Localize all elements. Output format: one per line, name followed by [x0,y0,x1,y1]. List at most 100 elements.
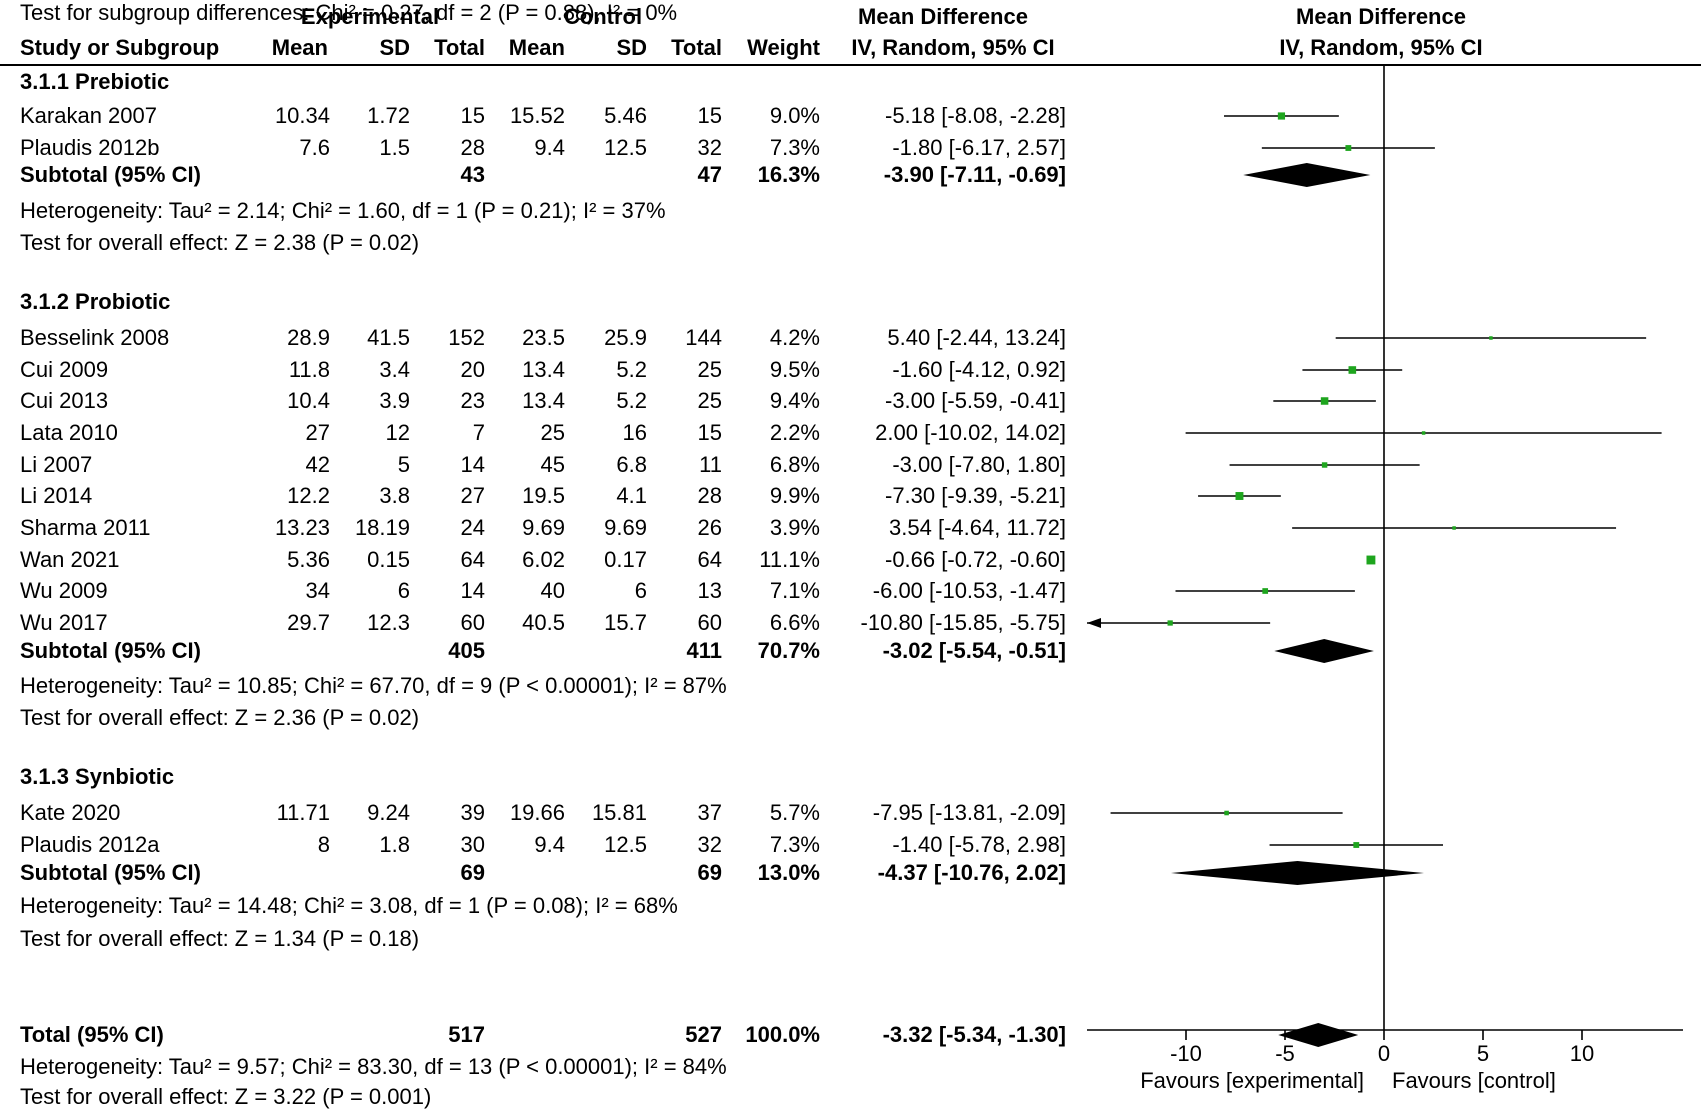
weight-column-header: Weight [747,35,820,60]
point-estimate-marker [1489,336,1493,340]
study-mean-e: 28.9 [287,325,330,350]
study-n-c: 26 [697,515,722,540]
study-sd-e: 1.72 [367,103,410,128]
study-n-c: 11 [699,452,722,477]
study-mean-e: 11.8 [288,357,330,382]
study-sd-c: 5.46 [604,103,647,128]
study-ci: -3.00 [-7.80, 1.80] [892,452,1066,477]
experimental-group-header: Experimental [300,4,440,29]
study-ci: 5.40 [-2.44, 13.24] [887,325,1066,350]
study-sd-c: 6.8 [616,452,647,477]
study-weight: 6.6% [769,610,820,635]
subtotal-n-c: 527 [685,1022,722,1047]
favours-experimental-label: Favours [experimental] [1140,1068,1364,1093]
x-tick-label: 5 [1477,1041,1489,1066]
point-estimate-marker [1320,397,1329,405]
stat-note: Test for overall effect: Z = 3.22 (P = 0… [20,1084,432,1109]
study-sd-c: 5.2 [616,388,647,413]
study-mean-e: 29.7 [287,610,330,635]
study-n-e: 30 [460,832,485,857]
study-weight: 2.2% [769,420,820,445]
study-n-e: 152 [448,325,485,350]
study-mean-c: 13.4 [522,357,565,382]
subtotal-weight: 13.0% [757,860,820,885]
study-sd-c: 15.7 [604,610,647,635]
stat-note: Heterogeneity: Tau² = 14.48; Chi² = 3.08… [20,893,678,918]
study-mean-e: 11.71 [276,800,330,825]
mean-c-column-header: Mean [508,35,565,60]
study-label: Li 2014 [20,483,93,508]
study-mean-e: 7.6 [299,135,330,160]
stat-note: Test for overall effect: Z = 2.38 (P = 0… [20,230,420,255]
study-sd-c: 12.5 [604,832,647,857]
study-sd-c: 25.9 [604,325,647,350]
study-label: Wan 2021 [20,547,120,572]
study-mean-c: 15.52 [509,103,565,128]
study-column-header: Study or Subgroup [20,35,220,60]
study-mean-c: 45 [540,452,565,477]
point-estimate-marker [1452,526,1456,530]
ci-arrow-left [1087,618,1101,628]
study-n-e: 39 [460,800,485,825]
study-n-c: 144 [685,325,722,350]
study-sd-c: 6 [634,578,647,603]
study-n-e: 20 [460,357,485,382]
study-sd-e: 18.19 [354,515,410,540]
study-sd-e: 1.8 [379,832,410,857]
study-weight: 3.9% [769,515,820,540]
study-weight: 7.3% [769,135,820,160]
stat-note: Test for subgroup differences: Chi² = 0.… [20,0,678,25]
study-n-e: 24 [460,515,485,540]
study-n-e: 14 [460,578,485,603]
study-n-c: 32 [697,135,722,160]
study-n-e: 15 [460,103,485,128]
study-label: Wu 2009 [20,578,108,603]
subtotal-ci: -3.32 [-5.34, -1.30] [882,1022,1066,1047]
subtotal-ci: -3.90 [-7.11, -0.69] [883,162,1066,187]
study-mean-c: 40.5 [522,610,565,635]
study-ci: -10.80 [-15.85, -5.75] [860,610,1066,635]
study-weight: 6.8% [769,452,820,477]
study-mean-e: 10.34 [274,103,330,128]
subtotal-label: Subtotal (95% CI) [20,638,201,663]
study-label: Besselink 2008 [20,325,170,350]
x-tick-label: 0 [1378,1041,1390,1066]
x-tick-label: 10 [1570,1041,1594,1066]
study-weight: 7.3% [769,832,820,857]
subtotal-label: Subtotal (95% CI) [20,860,201,885]
study-ci: -3.00 [-5.59, -0.41] [885,388,1066,413]
point-estimate-marker [1366,555,1376,565]
study-n-e: 14 [460,452,485,477]
study-n-c: 15 [697,420,722,445]
study-mean-c: 6.02 [522,547,565,572]
study-mean-e: 34 [305,578,330,603]
study-sd-e: 41.5 [367,325,410,350]
subtotal-label: Subtotal (95% CI) [20,162,201,187]
point-estimate-marker [1421,431,1426,435]
study-n-e: 64 [460,547,485,572]
point-estimate-marker [1277,112,1286,120]
point-estimate-marker [1262,588,1269,594]
point-estimate-marker [1235,492,1244,500]
study-sd-c: 15.81 [591,800,647,825]
study-label: Lata 2010 [20,420,118,445]
subtotal-n-e: 405 [448,638,485,663]
subgroup-heading: 3.1.1 Prebiotic [20,69,170,94]
study-mean-c: 23.5 [522,325,565,350]
study-mean-c: 13.4 [522,388,565,413]
study-ci: 3.54 [-4.64, 11.72] [889,515,1066,540]
study-mean-e: 5.36 [287,547,330,572]
study-sd-e: 3.9 [379,388,410,413]
study-sd-c: 5.2 [616,357,647,382]
study-ci: -1.60 [-4.12, 0.92] [892,357,1066,382]
study-weight: 9.9% [769,483,820,508]
study-ci: -5.18 [-8.08, -2.28] [885,103,1066,128]
study-mean-e: 27 [305,420,330,445]
point-estimate-marker [1345,145,1352,151]
sd-c-column-header: SD [616,35,647,60]
study-mean-e: 12.2 [287,483,330,508]
study-label: Cui 2013 [20,388,109,413]
subtotal-ci: -3.02 [-5.54, -0.51] [882,638,1066,663]
subtotal-ci: -4.37 [-10.76, 2.02] [877,860,1066,885]
